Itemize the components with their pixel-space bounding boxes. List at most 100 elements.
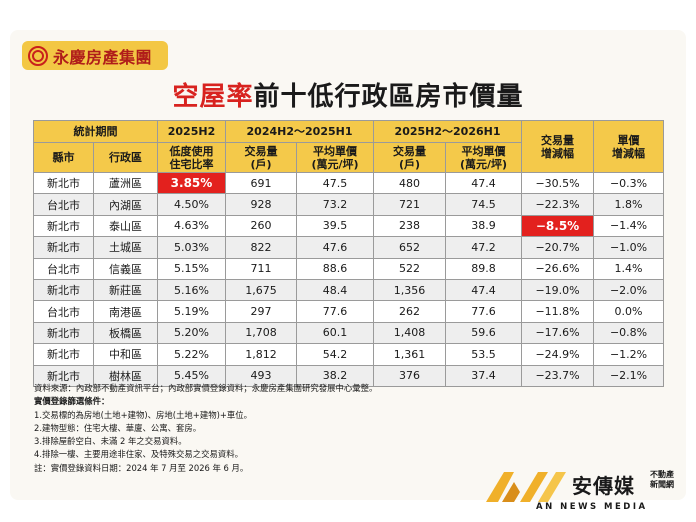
cell-vol2: 480 xyxy=(373,171,447,195)
cell-price2: 38.9 xyxy=(445,214,523,238)
header-volume-change: 交易量 增減幅 xyxy=(521,120,595,173)
cell-price2: 47.4 xyxy=(445,171,523,195)
cell-price2: 47.4 xyxy=(445,278,523,302)
cell-vacancy: 5.22% xyxy=(157,343,226,366)
header-2025h2: 2025H2 xyxy=(157,120,226,143)
cell-price-change: −1.4% xyxy=(593,214,665,238)
footer-logo: 安傳媒 不動產 新聞網 AN NEWS MEDIA xyxy=(476,464,691,516)
footer-english: AN NEWS MEDIA xyxy=(536,502,648,512)
cell-price1: 39.5 xyxy=(295,214,375,238)
cell-vol-change: −8.5% xyxy=(521,214,595,238)
cell-city: 台北市 xyxy=(33,300,94,323)
brand-name: 永慶房產集團 xyxy=(53,47,153,67)
header-vacancy-ratio: 低度使用 住宅比率 xyxy=(157,142,226,173)
table-row: 新北市 樹林區 5.45% 493 38.2 376 37.4 −23.7% −2.1% xyxy=(33,364,665,387)
cell-price2: 74.5 xyxy=(445,193,523,216)
cell-vol2: 522 xyxy=(373,257,447,280)
cell-vol2: 1,361 xyxy=(373,343,447,366)
cell-district: 信義區 xyxy=(93,257,158,280)
table-row: 新北市 蘆洲區 3.85% 691 47.5 480 47.4 −30.5% −0.3% xyxy=(33,171,665,195)
cell-vol1: 297 xyxy=(225,300,297,323)
cell-price1: 38.2 xyxy=(295,364,375,387)
cell-vol2: 262 xyxy=(373,300,447,323)
cell-price1: 60.1 xyxy=(295,321,375,345)
cell-price-change: 1.4% xyxy=(593,257,665,280)
cell-price1: 47.5 xyxy=(295,171,375,195)
notes-block: 資料來源：內政部不動產資訊平台；內政部實價登錄資料；永慶房產集團研究發展中心彙整… xyxy=(34,382,474,475)
cell-vacancy: 5.20% xyxy=(157,321,226,345)
table-row: 台北市 信義區 5.15% 711 88.6 522 89.8 −26.6% 1.4% xyxy=(33,257,665,280)
footer-name: 安傳媒 xyxy=(572,474,635,498)
cell-price-change: −1.2% xyxy=(593,343,665,366)
cell-price-change: −2.1% xyxy=(593,364,665,387)
cell-vol-change: −17.6% xyxy=(521,321,595,345)
cell-vol2: 238 xyxy=(373,214,447,238)
footer-tag: 不動產 新聞網 xyxy=(650,470,674,489)
cell-vol1: 1,708 xyxy=(225,321,297,345)
cell-vacancy: 4.50% xyxy=(157,193,226,216)
cell-city: 新北市 xyxy=(33,321,94,345)
cell-city: 新北市 xyxy=(33,343,94,366)
cell-vacancy: 5.15% xyxy=(157,257,226,280)
cell-city: 新北市 xyxy=(33,236,94,259)
header-city: 縣市 xyxy=(33,142,94,173)
cell-district: 土城區 xyxy=(93,236,158,259)
cell-vol1: 822 xyxy=(225,236,297,259)
cell-vol-change: −24.9% xyxy=(521,343,595,366)
cell-price1: 77.6 xyxy=(295,300,375,323)
cell-district: 內湖區 xyxy=(93,193,158,216)
source-note: 資料來源：內政部不動產資訊平台；內政部實價登錄資料；永慶房產集團研究發展中心彙整… xyxy=(34,383,378,393)
header-period: 統計期間 xyxy=(33,120,158,143)
cell-vol-change: −26.6% xyxy=(521,257,595,280)
cell-price-change: −1.0% xyxy=(593,236,665,259)
cell-vol1: 691 xyxy=(225,171,297,195)
cell-vol-change: −20.7% xyxy=(521,236,595,259)
header-2025h2-2026h1: 2025H2～2026H1 xyxy=(373,120,523,143)
header-volume-1: 交易量 (戶) xyxy=(225,142,297,173)
cell-price2: 53.5 xyxy=(445,343,523,366)
cell-district: 新莊區 xyxy=(93,278,158,302)
criteria-item: 2.建物型態：住宅大樓、華廈、公寓、套房。 xyxy=(34,422,202,433)
table-row: 新北市 中和區 5.22% 1,812 54.2 1,361 53.5 −24.9% −1.2% xyxy=(33,343,665,366)
cell-vol2: 1,408 xyxy=(373,321,447,345)
cell-vol2: 1,356 xyxy=(373,278,447,302)
criteria-item: 1.交易標的為房地(土地+建物)、房地(土地+建物)+車位。 xyxy=(34,409,252,420)
table-row: 新北市 泰山區 4.63% 260 39.5 238 38.9 −8.5% −1.4% xyxy=(33,214,665,238)
cell-vacancy: 5.45% xyxy=(157,364,226,387)
cell-vol1: 1,812 xyxy=(225,343,297,366)
vacancy-price-table: 統計期間 2025H2 2024H2～2025H1 2025H2～2026H1 … xyxy=(33,120,665,387)
cell-vol1: 711 xyxy=(225,257,297,280)
cell-vacancy: 4.63% xyxy=(157,214,226,238)
page-title: 空屋率前十低行政區房市價量 xyxy=(0,76,696,113)
cell-district: 蘆洲區 xyxy=(93,171,158,195)
cell-city: 台北市 xyxy=(33,257,94,280)
cell-price2: 89.8 xyxy=(445,257,523,280)
criteria-title: 實價登錄篩選條件： xyxy=(34,396,110,407)
header-district: 行政區 xyxy=(93,142,158,173)
cell-city: 新北市 xyxy=(33,278,94,302)
cell-vol-change: −30.5% xyxy=(521,171,595,195)
cell-price-change: −0.8% xyxy=(593,321,665,345)
cell-vol-change: −11.8% xyxy=(521,300,595,323)
cell-vol-change: −19.0% xyxy=(521,278,595,302)
cell-vol2: 652 xyxy=(373,236,447,259)
cell-vol1: 493 xyxy=(225,364,297,387)
cell-price2: 77.6 xyxy=(445,300,523,323)
cell-price2: 59.6 xyxy=(445,321,523,345)
table-row: 台北市 內湖區 4.50% 928 73.2 721 74.5 −22.3% 1.8% xyxy=(33,193,665,216)
cell-city: 台北市 xyxy=(33,193,94,216)
cell-vol1: 260 xyxy=(225,214,297,238)
cell-vol2: 376 xyxy=(373,364,447,387)
cell-price-change: −2.0% xyxy=(593,278,665,302)
cell-vacancy: 5.19% xyxy=(157,300,226,323)
cell-price1: 47.6 xyxy=(295,236,375,259)
brand-badge: 永慶房產集團 xyxy=(22,41,168,70)
cell-price1: 54.2 xyxy=(295,343,375,366)
table-row: 新北市 板橋區 5.20% 1,708 60.1 1,408 59.6 −17.6% −0.8% xyxy=(33,321,665,345)
cell-price-change: 1.8% xyxy=(593,193,665,216)
cell-vol2: 721 xyxy=(373,193,447,216)
table-row: 新北市 新莊區 5.16% 1,675 48.4 1,356 47.4 −19.0% −2.0% xyxy=(33,278,665,302)
cell-price2: 47.2 xyxy=(445,236,523,259)
header-2024h2-2025h1: 2024H2～2025H1 xyxy=(224,120,375,143)
cell-price-change: 0.0% xyxy=(593,300,665,323)
